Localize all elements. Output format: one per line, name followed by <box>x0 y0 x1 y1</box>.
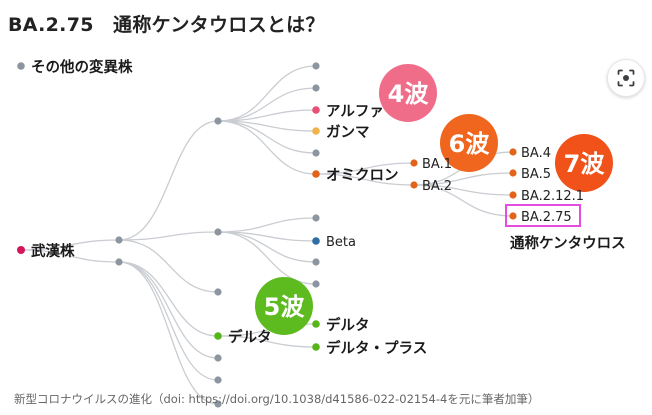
tree-node <box>312 84 320 92</box>
wave-7-label: 7波 <box>564 150 606 178</box>
tree-node <box>214 400 222 408</box>
ba2-node <box>410 181 418 189</box>
tree-node <box>312 149 320 157</box>
wave-7-circle <box>555 134 613 192</box>
tree-node <box>214 354 222 362</box>
source-caption: 新型コロナウイルスの進化（doi: https://doi.org/10.103… <box>14 392 540 406</box>
beta-label: Beta <box>326 235 356 250</box>
ba1-label: BA.1 <box>422 157 452 172</box>
delta-mid-label: デルタ <box>228 328 272 346</box>
legend-dot <box>17 62 25 70</box>
tree-node <box>115 236 123 244</box>
tree-edges <box>20 65 514 405</box>
delta-mid-node <box>214 332 222 340</box>
other-variant-nodes <box>17 62 320 408</box>
legend-label: その他の変異株 <box>31 58 133 76</box>
tree-node <box>312 62 320 70</box>
wave-5-circle <box>255 277 313 335</box>
tree-node <box>312 280 320 288</box>
tree-node <box>312 258 320 266</box>
alpha-label: アルファ <box>326 104 384 120</box>
wave-6-label: 6波 <box>449 130 491 158</box>
lens-search-icon <box>617 69 635 87</box>
lens-search-button[interactable] <box>607 59 645 97</box>
gamma-node <box>312 127 320 135</box>
tree-node <box>214 228 222 236</box>
ba2121-node <box>509 191 517 199</box>
ba2121-label: BA.2.12.1 <box>521 189 584 204</box>
wave-4-circle <box>379 64 437 122</box>
root-node <box>17 246 25 254</box>
ba275-highlight-box <box>505 204 581 227</box>
ba4-node <box>509 148 517 156</box>
omicron-label: オミクロン <box>326 167 399 184</box>
wave-6-circle <box>440 114 498 172</box>
wave-4-label: 4波 <box>388 80 430 108</box>
delta-label: デルタ <box>326 316 370 334</box>
tree-node <box>312 214 320 222</box>
root-label: 武漢株 <box>31 242 75 260</box>
delta-plus-node <box>312 343 320 351</box>
tree-node <box>214 288 222 296</box>
variant-tree-card <box>8 44 644 386</box>
ba275-label: BA.2.75 <box>521 210 572 225</box>
ba4-label: BA.4 <box>521 146 551 161</box>
page-title: BA.2.75 通称ケンタウロスとは？ <box>8 14 325 36</box>
ba2-label: BA.2 <box>422 179 452 194</box>
beta-node <box>312 237 320 245</box>
alpha-node <box>312 106 320 114</box>
gamma-label: ガンマ <box>326 124 370 141</box>
tree-node <box>214 117 222 125</box>
ba275-node <box>509 212 517 220</box>
ba5-label: BA.5 <box>521 167 551 182</box>
omicron-node <box>312 170 320 178</box>
ba5-node <box>509 169 517 177</box>
tree-node <box>214 376 222 384</box>
wave-5-label: 5波 <box>264 293 306 321</box>
delta-node <box>312 320 320 328</box>
delta-plus-label: デルタ・プラス <box>326 339 427 357</box>
centaurus-label: 通称ケンタウロス <box>510 234 626 252</box>
tree-node <box>115 258 123 266</box>
ba1-node <box>410 159 418 167</box>
